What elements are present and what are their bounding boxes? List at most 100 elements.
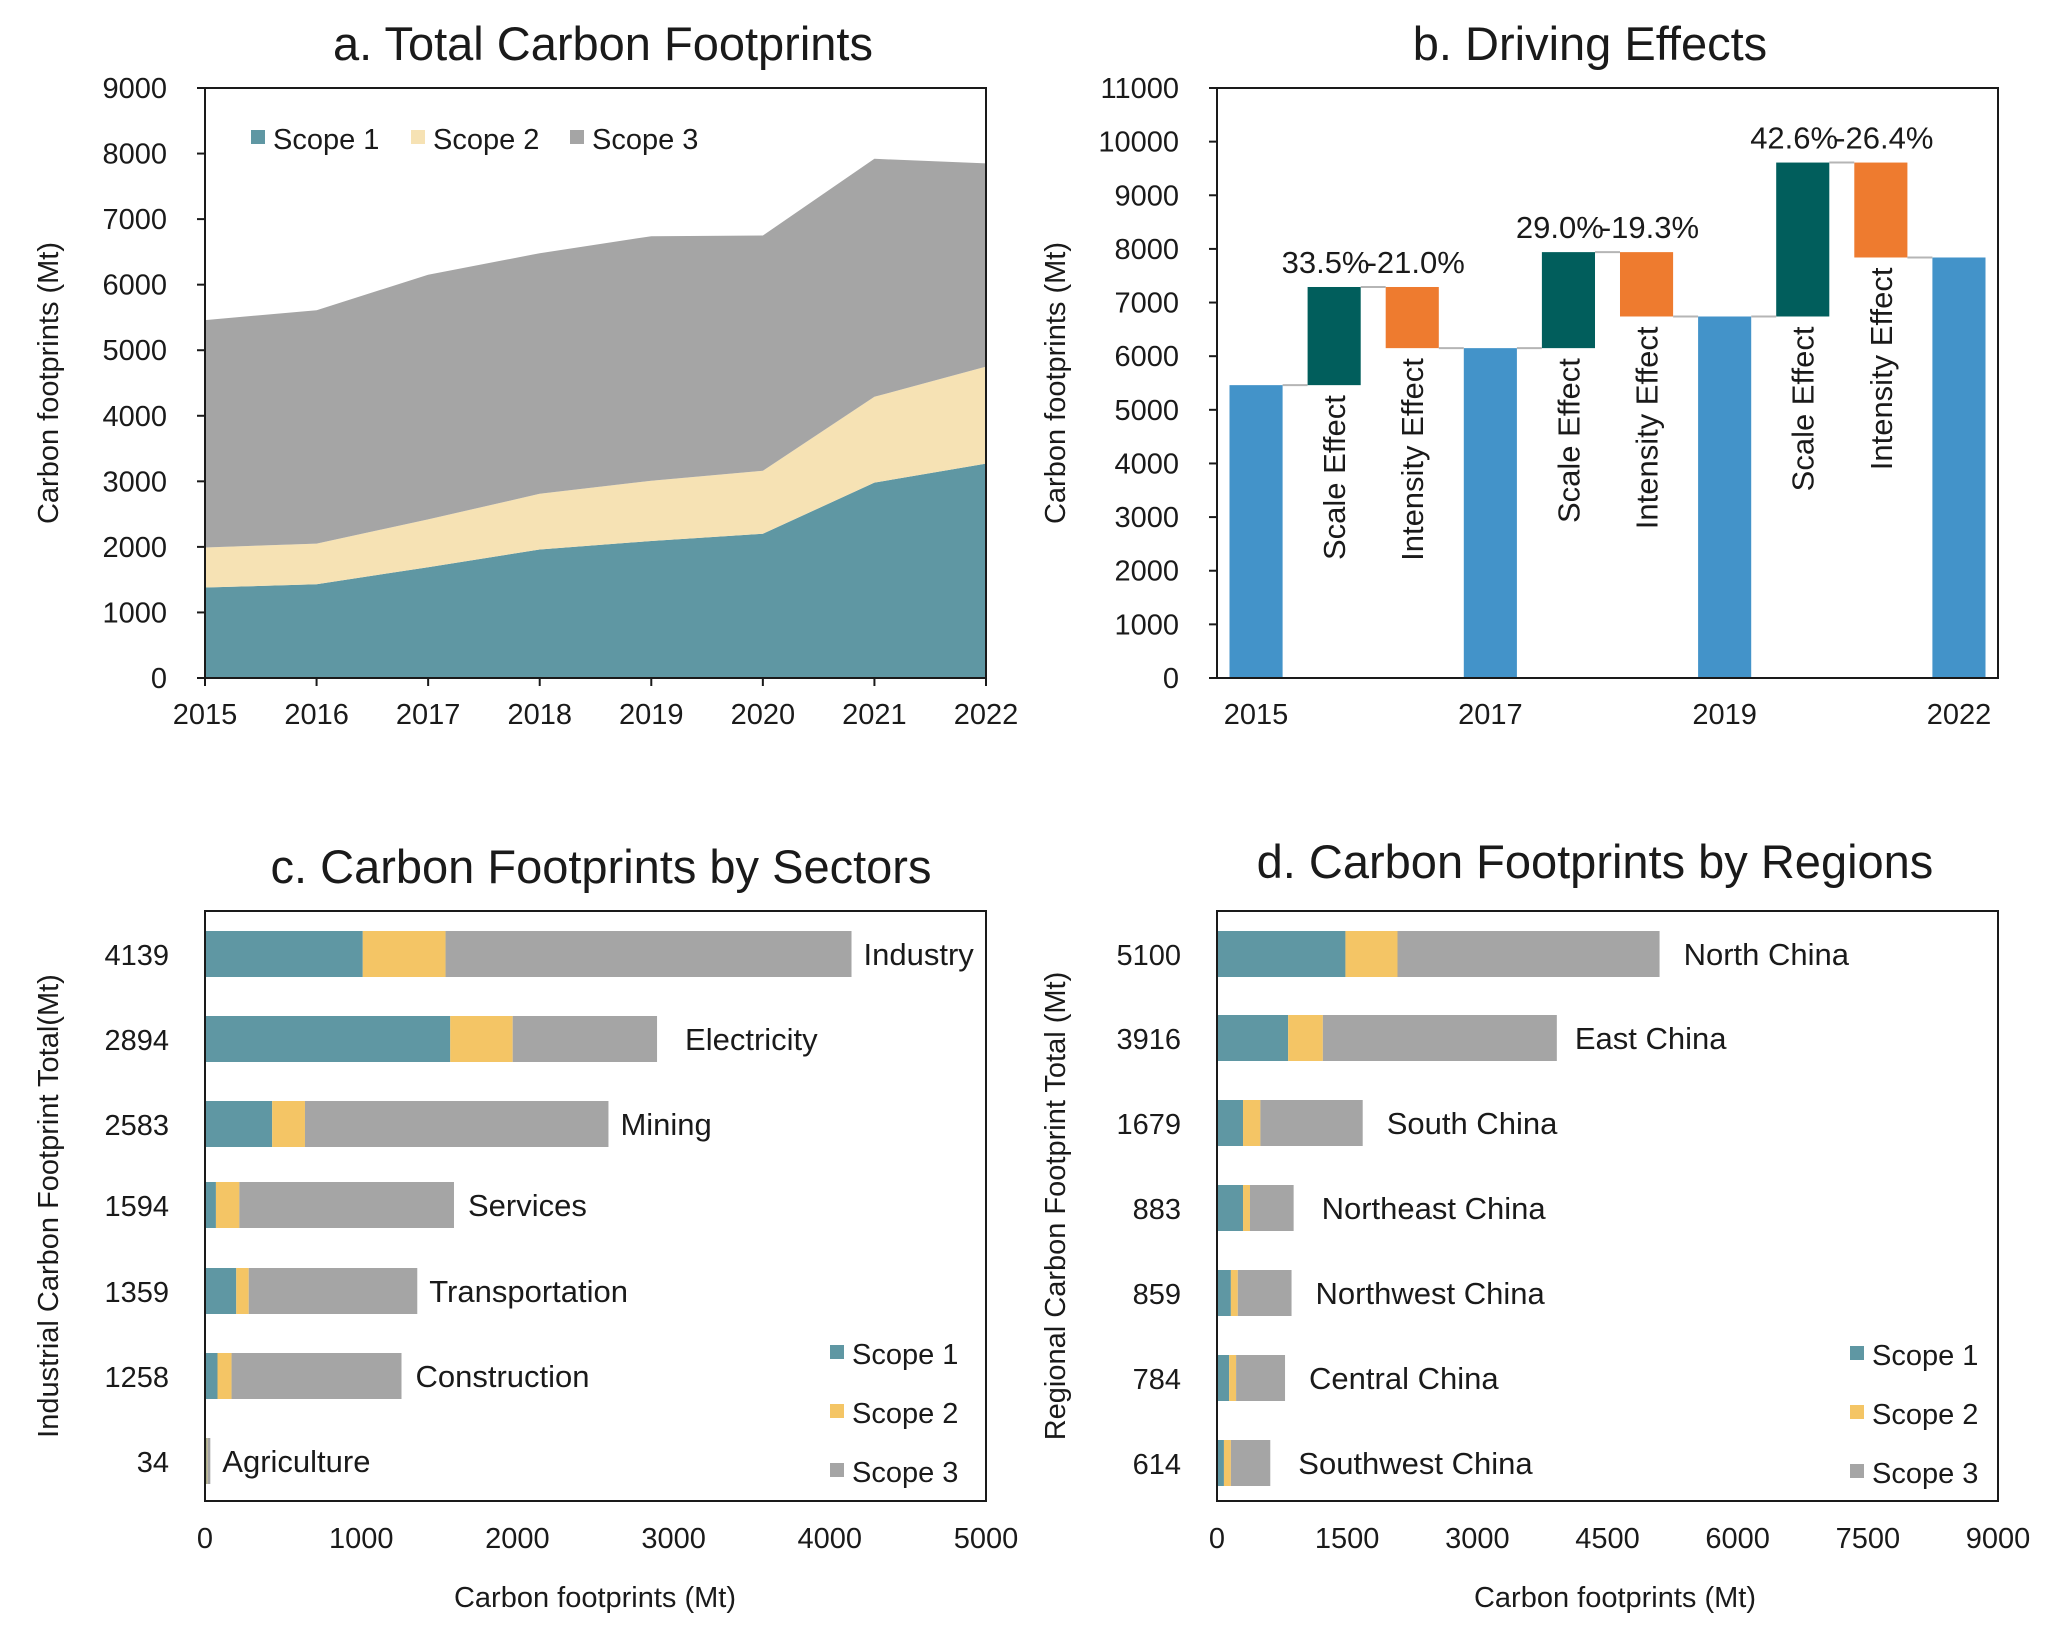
y-tick-label: 3000 (1114, 502, 1179, 534)
bar-segment-scope2 (450, 1016, 513, 1062)
panel-d-bars: North China 5100 East China 3916 South China… (1116, 931, 1850, 1486)
y-tick-label: 6000 (1114, 341, 1179, 373)
effect-pct-label: 33.5% (1282, 245, 1370, 280)
panel-b-plot-frame (1216, 87, 1999, 679)
legend-label-scope2: Scope 2 (433, 124, 539, 156)
total-bar-2019 (1698, 316, 1752, 678)
row-total-label: 1258 (104, 1362, 169, 1394)
bar-segment-scope2 (272, 1101, 305, 1147)
bar-segment-scope3 (1260, 1100, 1363, 1146)
bar-category-label: Electricity (685, 1022, 818, 1057)
total-bar-2022 (1932, 257, 1986, 678)
scale-effect-label: Scale Effect (1317, 395, 1352, 560)
y-tick-label: 2000 (102, 532, 167, 564)
x-tick-label: 0 (197, 1523, 213, 1555)
legend-swatch-scope1 (251, 130, 265, 144)
bar-segment-scope1 (1217, 1100, 1244, 1146)
legend-label-scope3: Scope 3 (592, 124, 698, 156)
legend-label-scope3: Scope 3 (1872, 1458, 1978, 1490)
bar-category-label: Industry (864, 937, 975, 972)
row-total-label: 3916 (1116, 1024, 1181, 1056)
bar-segment-scope3 (1230, 1440, 1271, 1486)
bar-segment-scope2 (1230, 1270, 1238, 1316)
panel-d-plot-frame (1216, 910, 1999, 1502)
intensity-effect-label: Intensity Effect (1630, 326, 1665, 529)
panel-b-y-ticks: 0 1000 2000 3000 4000 5000 6000 7000 8000 9000 100… (1098, 73, 1217, 695)
panel-c-plot-frame (204, 910, 987, 1502)
bar-segment-scope1 (205, 931, 363, 977)
y-tick-label: 5000 (1114, 395, 1179, 427)
x-tick-label: 0 (1209, 1523, 1225, 1555)
bar-segment-scope2 (1345, 931, 1398, 977)
bar-segment-scope1 (1217, 1440, 1224, 1486)
scale-effect-bar (1541, 252, 1596, 349)
x-tick-label: 2016 (284, 699, 349, 731)
x-tick-label: 9000 (1966, 1523, 2031, 1555)
bar-category-label: Central China (1309, 1361, 1499, 1396)
bar-segment-scope3 (512, 1016, 658, 1062)
row-total-label: 1359 (104, 1277, 169, 1309)
x-tick-label: 2017 (396, 699, 461, 731)
x-tick-label: 2021 (842, 699, 907, 731)
panel-a-x-ticks: 2015 2016 2017 2018 2019 2020 2021 2022 (173, 678, 1018, 731)
y-tick-label: 4000 (102, 401, 167, 433)
x-tick-label: 2015 (1224, 699, 1289, 731)
x-tick-label: 3000 (1445, 1523, 1510, 1555)
legend-swatch-scope3 (830, 1463, 844, 1477)
area-scope2 (205, 366, 986, 588)
legend-label-scope2: Scope 2 (1872, 1399, 1978, 1431)
bar-category-label: Services (468, 1188, 587, 1223)
y-tick-label: 7000 (102, 204, 167, 236)
panel-a-y-axis-label: Carbon footprints (Mt) (33, 242, 65, 524)
panel-a-areas (205, 158, 986, 678)
legend-swatch-scope2 (1850, 1405, 1864, 1419)
row-total-label: 34 (137, 1447, 169, 1479)
bar-segment-scope1 (1217, 1355, 1230, 1401)
x-tick-label: 5000 (954, 1523, 1019, 1555)
y-tick-label: 3000 (102, 466, 167, 498)
panel-a-y-ticks: 0 1000 2000 3000 4000 5000 6000 7000 8000 9000 (102, 73, 205, 695)
bar-category-label: Mining (620, 1107, 711, 1142)
bar-category-label: Transportation (429, 1274, 628, 1309)
bar-segment-scope3 (1249, 1185, 1294, 1231)
effect-pct-label: 29.0% (1516, 210, 1604, 245)
panel-d: d. Carbon Footprints by Regions North Ch… (1040, 835, 2030, 1614)
legend-label-scope2: Scope 2 (852, 1398, 958, 1430)
panel-d-x-ticks: 0 1500 3000 4500 6000 7500 9000 (1209, 1523, 2030, 1555)
bar-category-label: North China (1684, 937, 1850, 972)
bar-segment-scope1 (1217, 1270, 1231, 1316)
legend-label-scope3: Scope 3 (852, 1457, 958, 1489)
legend-swatch-scope1 (830, 1345, 844, 1359)
effect-pct-label: -19.3% (1601, 210, 1699, 245)
panel-c-y-axis-label: Industrial Carbon Footprint Total(Mt) (33, 974, 65, 1438)
row-total-label: 4139 (104, 940, 169, 972)
intensity-effect-label: Intensity Effect (1864, 267, 1899, 470)
panel-c-legend: Scope 1 Scope 2 Scope 3 (830, 1339, 958, 1489)
panel-d-title: d. Carbon Footprints by Regions (1257, 835, 1934, 888)
panel-b-bars: Scale Effect 33.5% Intensity Effect -21.0% S… (1229, 121, 1986, 678)
bar-segment-scope2 (1223, 1440, 1231, 1486)
legend-swatch-scope3 (570, 130, 584, 144)
bar-category-label: Northwest China (1316, 1276, 1546, 1311)
panel-d-y-axis-label: Regional Carbon Footprint Total (Mt) (1040, 972, 1072, 1441)
row-total-label: 614 (1133, 1449, 1181, 1481)
y-tick-label: 1000 (1114, 609, 1179, 641)
row-total-label: 1679 (1116, 1109, 1181, 1141)
bar-segment-scope2 (206, 1438, 208, 1484)
panel-c-bars: Industry 4139 Electricity 2894 Mining 2583 Ser… (104, 931, 974, 1484)
bar-segment-scope3 (1322, 1015, 1557, 1061)
x-tick-label: 4000 (798, 1523, 863, 1555)
bar-segment-scope1 (205, 1182, 216, 1228)
x-tick-label: 2019 (619, 699, 684, 731)
y-tick-label: 0 (1163, 663, 1179, 695)
y-tick-label: 9000 (1114, 180, 1179, 212)
x-tick-label: 2015 (173, 699, 238, 731)
legend-swatch-scope2 (830, 1404, 844, 1418)
legend-label-scope1: Scope 1 (852, 1339, 958, 1371)
x-tick-label: 2022 (1927, 699, 1992, 731)
y-tick-label: 8000 (1114, 234, 1179, 266)
bar-segment-scope1 (1217, 1015, 1289, 1061)
y-tick-label: 11000 (1101, 73, 1180, 105)
area-scope3 (205, 158, 986, 548)
panel-a-plot-frame (204, 87, 987, 679)
